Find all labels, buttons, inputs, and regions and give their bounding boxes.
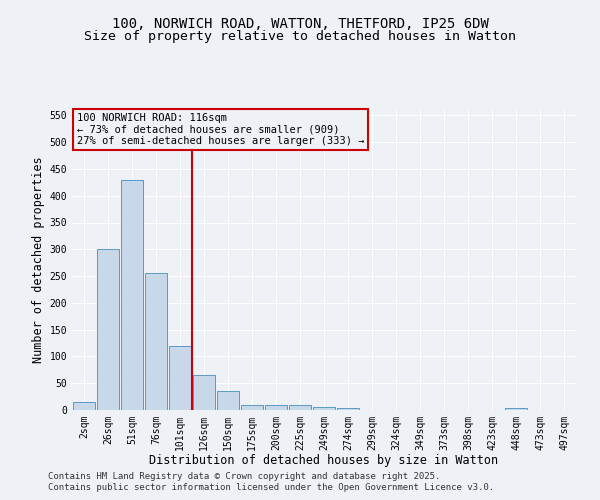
Bar xyxy=(265,404,287,410)
X-axis label: Distribution of detached houses by size in Watton: Distribution of detached houses by size … xyxy=(149,454,499,468)
Bar xyxy=(121,180,143,410)
Bar xyxy=(145,274,167,410)
Text: Contains HM Land Registry data © Crown copyright and database right 2025.: Contains HM Land Registry data © Crown c… xyxy=(48,472,440,481)
Bar xyxy=(217,391,239,410)
Bar xyxy=(169,346,191,410)
Text: 100 NORWICH ROAD: 116sqm
← 73% of detached houses are smaller (909)
27% of semi-: 100 NORWICH ROAD: 116sqm ← 73% of detach… xyxy=(77,113,365,146)
Bar xyxy=(289,404,311,410)
Bar xyxy=(505,408,527,410)
Bar xyxy=(241,404,263,410)
Text: Size of property relative to detached houses in Watton: Size of property relative to detached ho… xyxy=(84,30,516,43)
Bar xyxy=(337,408,359,410)
Y-axis label: Number of detached properties: Number of detached properties xyxy=(32,156,46,364)
Bar xyxy=(73,402,95,410)
Bar xyxy=(193,375,215,410)
Text: Contains public sector information licensed under the Open Government Licence v3: Contains public sector information licen… xyxy=(48,484,494,492)
Bar xyxy=(313,408,335,410)
Bar xyxy=(97,250,119,410)
Text: 100, NORWICH ROAD, WATTON, THETFORD, IP25 6DW: 100, NORWICH ROAD, WATTON, THETFORD, IP2… xyxy=(112,18,488,32)
